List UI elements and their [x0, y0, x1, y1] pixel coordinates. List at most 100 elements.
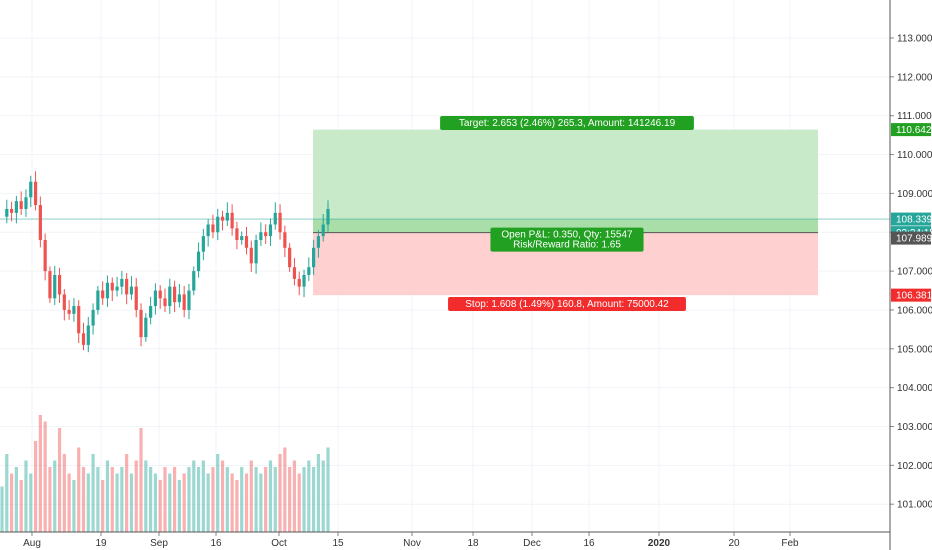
candle-body — [182, 294, 186, 310]
volume-bar — [211, 467, 215, 532]
y-tick-label: 107.000 — [897, 267, 932, 278]
candle-body — [48, 271, 52, 299]
candle-body — [72, 306, 76, 314]
volume-bar — [273, 467, 277, 532]
volume-bar — [19, 480, 23, 532]
candle-body — [91, 309, 95, 326]
candle-body — [216, 216, 220, 233]
volume-bar — [240, 467, 244, 532]
x-tick-label: 2020 — [648, 538, 671, 549]
price-label-bg — [891, 123, 931, 137]
volume-bar — [86, 473, 90, 532]
volume-bar — [316, 454, 321, 532]
y-tick-label: 103.000 — [897, 422, 932, 433]
volume-bar — [244, 473, 249, 532]
target-label-bg — [440, 116, 694, 130]
volume-bar — [129, 473, 134, 532]
x-tick-label: 18 — [467, 538, 479, 549]
candle-body — [38, 205, 42, 241]
y-tick-label: 112.000 — [897, 72, 932, 83]
candle-body — [125, 278, 129, 295]
candle-body — [235, 228, 239, 241]
volume-bars — [0, 415, 330, 532]
price-label-bg — [891, 288, 931, 302]
volume-bar — [0, 486, 4, 532]
candle-body — [244, 236, 249, 248]
volume-bar — [321, 460, 325, 532]
candle-body — [312, 247, 316, 268]
candle-body — [230, 212, 234, 229]
volume-bar — [96, 467, 100, 532]
volume-bar — [57, 428, 62, 532]
volume-bar — [77, 447, 81, 532]
candle-body — [19, 201, 23, 209]
candle-body — [288, 247, 292, 268]
price-label: 107.989 — [896, 234, 932, 245]
volume-bar — [312, 467, 316, 532]
volume-bar — [220, 460, 225, 532]
volume-bar — [53, 460, 57, 532]
candle-body — [292, 267, 297, 279]
volume-bar — [33, 441, 38, 532]
candle-body — [129, 286, 134, 295]
candle-body — [249, 247, 253, 264]
volume-bar — [259, 473, 263, 532]
open-pnl-label-text: Open P&L: 0.350, Qty: 15547 — [501, 230, 633, 241]
x-tick-label: Sep — [150, 538, 168, 549]
volume-bar — [120, 467, 124, 532]
stop-label-bg — [448, 297, 686, 311]
x-tick-label: 19 — [95, 538, 107, 549]
volume-bar — [206, 473, 210, 532]
volume-bar — [292, 460, 297, 532]
volume-bar — [110, 467, 114, 532]
open-pnl-label-bg — [490, 227, 644, 252]
volume-bar — [249, 460, 253, 532]
candle-body — [33, 181, 38, 206]
x-tick-label: 15 — [332, 538, 344, 549]
x-tick-label: Oct — [271, 538, 287, 549]
volume-bar — [278, 454, 282, 532]
volume-bar — [254, 467, 258, 532]
candle-body — [67, 309, 71, 314]
volume-bar — [9, 473, 14, 532]
candle-body — [149, 306, 153, 318]
candle-body — [86, 325, 90, 345]
volume-bar — [158, 480, 162, 532]
candle-body — [192, 271, 196, 291]
volume-bar — [177, 480, 181, 532]
candle-body — [225, 212, 229, 221]
candle-body — [29, 181, 33, 198]
y-tick-label: 106.000 — [897, 305, 932, 316]
y-tick-label: 101.000 — [897, 500, 932, 511]
position-labels: Target: 2.653 (2.46%) 265.3, Amount: 141… — [440, 116, 694, 311]
candle-body — [81, 333, 86, 345]
volume-bar — [29, 473, 33, 532]
volume-bar — [230, 473, 234, 532]
y-tick-label: 109.000 — [897, 189, 932, 200]
volume-bar — [115, 473, 119, 532]
candle-body — [9, 208, 14, 213]
volume-bar — [192, 460, 196, 532]
volume-bar — [307, 460, 311, 532]
candle-body — [268, 224, 273, 237]
candle-body — [264, 232, 268, 237]
price-label-bg — [891, 231, 931, 245]
x-tick-label: Aug — [23, 538, 41, 549]
candle-body — [57, 274, 62, 295]
candle-body — [139, 309, 143, 338]
volume-bar — [134, 460, 138, 532]
target-zone[interactable] — [313, 129, 818, 233]
candle-body — [302, 274, 306, 287]
candle-body — [96, 290, 100, 310]
volume-bar — [38, 415, 42, 532]
candle-body — [24, 197, 28, 209]
candle-body — [211, 224, 215, 233]
candle-body — [43, 240, 47, 272]
candle-body — [259, 232, 263, 241]
volume-bar — [235, 480, 239, 532]
volume-bar — [201, 460, 205, 532]
volume-bar — [225, 467, 229, 532]
volume-bar — [182, 473, 186, 532]
